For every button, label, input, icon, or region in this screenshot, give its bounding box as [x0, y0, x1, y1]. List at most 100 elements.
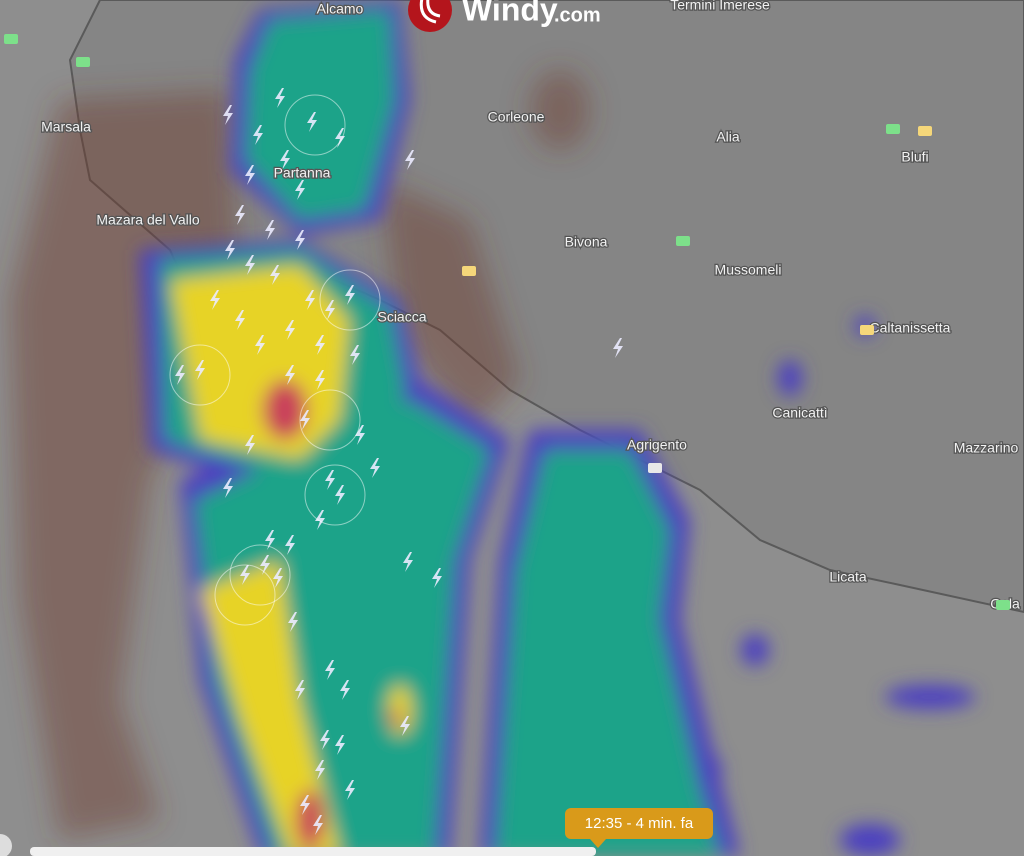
- time-label: 12:35 - 4 min. fa: [585, 815, 694, 832]
- place-label: Bivona: [565, 234, 608, 250]
- lightning-bolt: [245, 255, 255, 275]
- lightning-strikes: [169, 88, 623, 835]
- lightning-bolt: [285, 365, 295, 385]
- lightning-bolt: [315, 370, 325, 390]
- lightning-bolt: [223, 478, 233, 498]
- logo-mark: [408, 0, 452, 32]
- lightning-bolt: [265, 220, 275, 240]
- lightning-bolt: [345, 780, 355, 800]
- lightning-bolt: [315, 760, 325, 780]
- strike-ring: [304, 464, 366, 526]
- strike-ring: [214, 564, 276, 626]
- lightning-bolt: [295, 680, 305, 700]
- lightning-bolt: [613, 338, 623, 358]
- lightning-bolt: [295, 180, 305, 200]
- webcam-icon[interactable]: [860, 325, 874, 335]
- place-label: Marsala: [41, 119, 91, 135]
- place-label: Blufi: [901, 149, 928, 165]
- lightning-bolt: [313, 815, 323, 835]
- strike-ring: [319, 269, 381, 331]
- logo-name: Windy: [462, 0, 558, 27]
- strike-ring: [229, 544, 291, 606]
- webcam-icon[interactable]: [676, 236, 690, 246]
- lightning-bolt: [345, 285, 355, 305]
- lightning-bolt: [370, 458, 380, 478]
- lightning-bolt: [325, 660, 335, 680]
- lightning-bolt: [400, 716, 410, 736]
- lightning-bolt: [253, 125, 263, 145]
- lightning-bolt: [175, 365, 185, 385]
- place-label: Corleone: [488, 109, 545, 125]
- lightning-bolt: [335, 485, 345, 505]
- lightning-bolt: [245, 435, 255, 455]
- place-label: Mazara del Vallo: [96, 212, 199, 228]
- webcam-icon[interactable]: [886, 124, 900, 134]
- lightning-bolt: [195, 360, 205, 380]
- webcam-icon[interactable]: [4, 34, 18, 44]
- lightning-bolt: [265, 530, 275, 550]
- place-label: Sciacca: [377, 309, 426, 325]
- webcams[interactable]: [4, 34, 1010, 610]
- strike-ring: [284, 94, 346, 156]
- timeline[interactable]: 12:35 - 4 min. fa: [0, 808, 713, 856]
- lightning-bolt: [300, 410, 310, 430]
- lightning-bolt: [325, 300, 335, 320]
- webcam-icon[interactable]: [462, 266, 476, 276]
- webcam-icon[interactable]: [76, 57, 90, 67]
- lightning-bolt: [288, 612, 298, 632]
- place-label: Mussomeli: [715, 262, 782, 278]
- lightning-bolt: [285, 535, 295, 555]
- place-label: Canicattì: [772, 405, 827, 421]
- place-label: Mazzarino: [954, 440, 1019, 456]
- place-label: Partanna: [274, 165, 331, 181]
- lightning-bolt: [350, 345, 360, 365]
- lightning-bolt: [225, 240, 235, 260]
- logo-domain: .com: [554, 4, 601, 26]
- lightning-bolt: [305, 290, 315, 310]
- lightning-bolt: [255, 335, 265, 355]
- lightning-bolt: [300, 795, 310, 815]
- place-label: Agrigento: [627, 437, 687, 453]
- lightning-bolt: [210, 290, 220, 310]
- lightning-bolt: [335, 128, 345, 148]
- webcam-icon[interactable]: [996, 600, 1010, 610]
- time-badge: [565, 808, 713, 839]
- lightning-bolt: [260, 555, 270, 575]
- lightning-bolt: [295, 230, 305, 250]
- place-label: Caltanissetta: [870, 320, 951, 336]
- logo-swirl: [419, 0, 441, 24]
- place-label: Licata: [829, 569, 867, 585]
- lightning-bolt: [275, 88, 285, 108]
- time-pointer: [590, 839, 606, 848]
- place-label: Termini Imerese: [670, 0, 770, 13]
- lightning-bolt: [403, 552, 413, 572]
- lightning-bolt: [325, 470, 335, 490]
- lightning-bolt: [315, 510, 325, 530]
- lightning-bolt: [315, 335, 325, 355]
- place-label: Alia: [716, 129, 740, 145]
- lightning-bolt: [307, 112, 317, 132]
- webcam-icon[interactable]: [648, 463, 662, 473]
- lightning-bolt: [270, 265, 280, 285]
- radar: [140, 0, 975, 856]
- place-label: Alcamo: [317, 1, 364, 17]
- strike-ring: [169, 344, 231, 406]
- lightning-bolt: [235, 310, 245, 330]
- logo[interactable]: Windy .com: [408, 0, 601, 32]
- lightning-bolt: [285, 320, 295, 340]
- lightning-bolt: [280, 150, 290, 170]
- lightning-bolt: [355, 425, 365, 445]
- play-button[interactable]: [0, 834, 12, 856]
- lightning-bolt: [273, 568, 283, 588]
- lightning-bolt: [320, 730, 330, 750]
- lightning-bolt: [223, 105, 233, 125]
- webcam-icon[interactable]: [918, 126, 932, 136]
- lightning-bolt: [432, 568, 442, 588]
- strike-ring: [299, 389, 361, 451]
- lightning-bolt: [340, 680, 350, 700]
- lightning-bolt: [335, 735, 345, 755]
- lightning-bolt: [405, 150, 415, 170]
- timeline-progress[interactable]: [30, 847, 596, 856]
